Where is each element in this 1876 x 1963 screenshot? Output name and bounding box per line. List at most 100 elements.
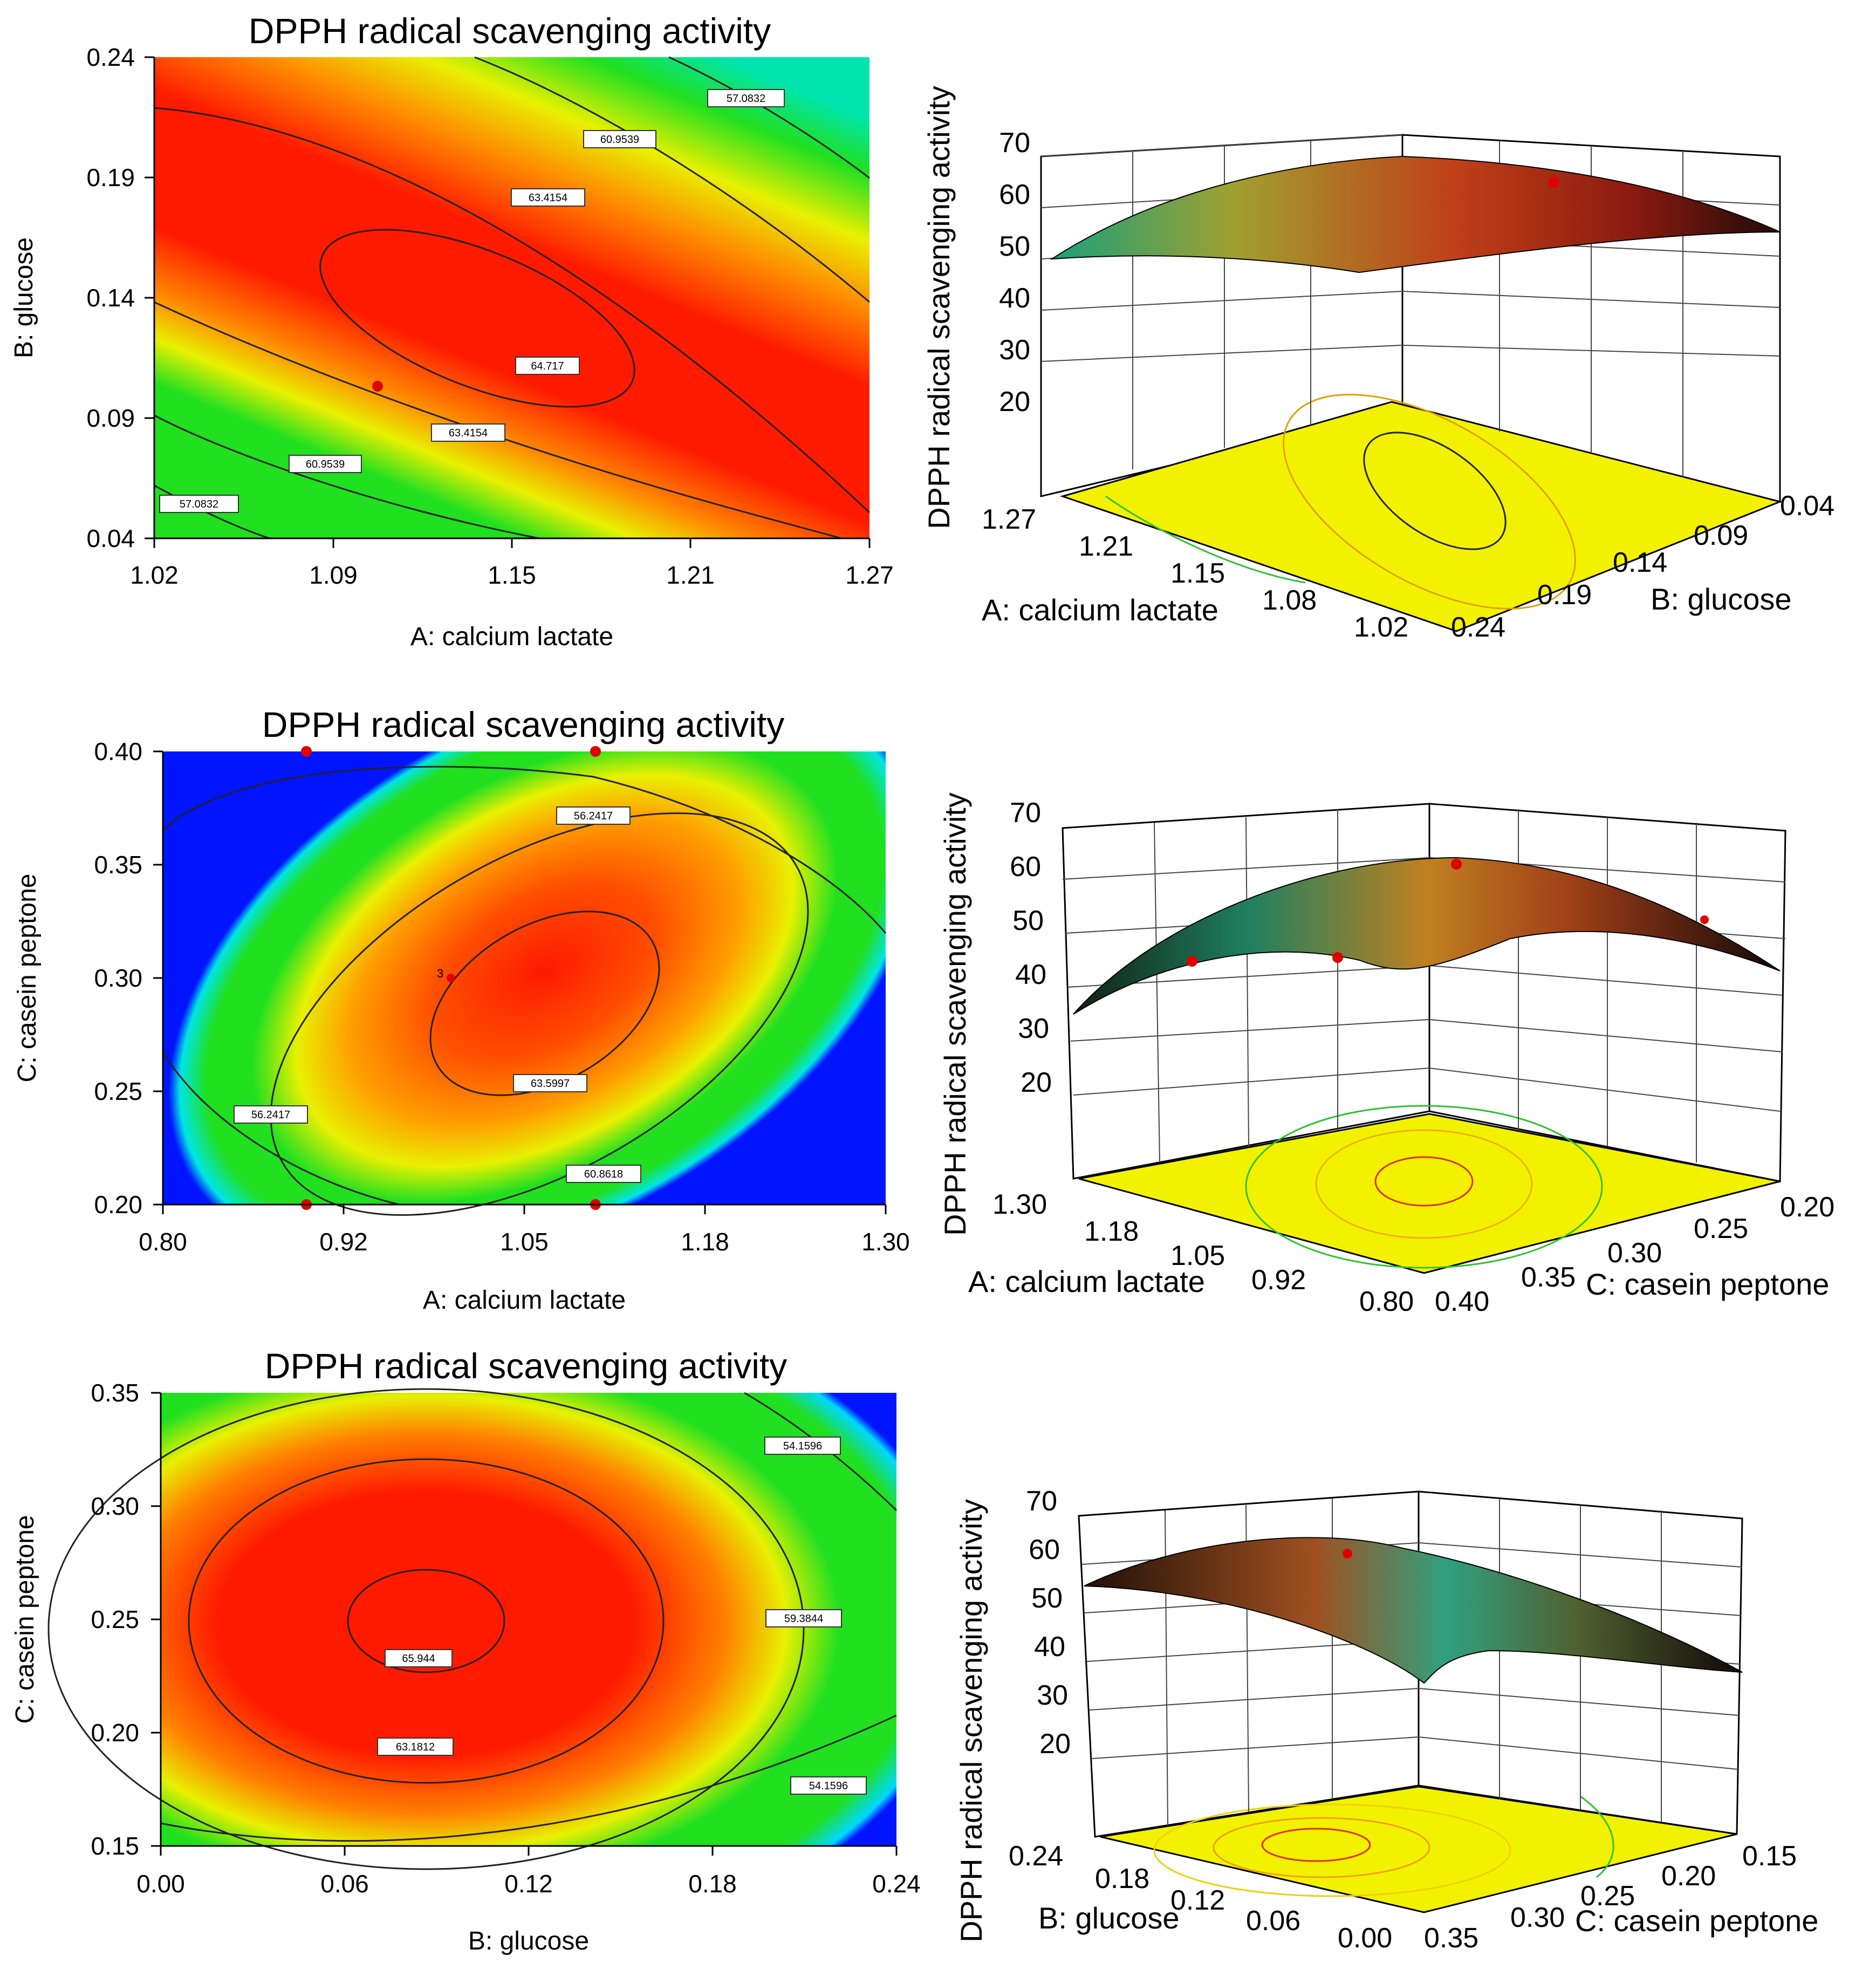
surface-1-x-ticks: 1.27 1.21 1.15 1.08 1.02 (982, 504, 1408, 643)
panel-1-contour-label-1: 57.0832 (707, 89, 785, 107)
surface-panel-1: 70 60 50 40 30 20 1.27 1.21 1.15 1.08 1.… (922, 86, 1834, 643)
svg-text:70: 70 (1010, 797, 1041, 829)
svg-text:0.00: 0.00 (1338, 1923, 1392, 1954)
svg-text:1.08: 1.08 (1262, 585, 1317, 616)
panel-5-contour-label-3: 63.1812 (377, 1738, 454, 1756)
svg-text:60: 60 (1010, 851, 1041, 883)
surface-2-mesh (1073, 857, 1781, 1015)
svg-text:1.15: 1.15 (1170, 558, 1225, 589)
panel-5-contour-63 (188, 1458, 665, 1784)
surface-3-x-ticks: 0.24 0.18 0.12 0.06 0.00 (1009, 1841, 1392, 1954)
panel-5-title: DPPH radical scavenging activity (265, 1346, 787, 1386)
panel-5-contour-label-1: 54.1596 (764, 1437, 841, 1455)
surface-2-floor (1078, 1113, 1781, 1274)
svg-text:1.18: 1.18 (681, 1228, 729, 1256)
panel-5-contour-65 (347, 1569, 505, 1673)
surface-1-y-label: B: glucose (1651, 582, 1792, 616)
svg-text:60.9539: 60.9539 (306, 459, 345, 470)
svg-text:0.24: 0.24 (1009, 1841, 1063, 1872)
panel-1-contour-label-5: 63.4154 (431, 423, 505, 442)
surface-1-design-point (1548, 177, 1559, 188)
svg-text:56.2417: 56.2417 (251, 1109, 290, 1121)
svg-text:0.15: 0.15 (91, 1832, 139, 1860)
panel-5-y-ticks: 0.15 0.20 0.25 0.30 0.35 (91, 1379, 161, 1860)
svg-text:20: 20 (999, 386, 1030, 418)
surface-2-y-ticks: 0.40 0.35 0.30 0.25 0.20 (1435, 1192, 1834, 1317)
surface-panel-3: 70 60 50 40 30 20 0.24 0.18 0.12 0.06 0.… (954, 1486, 1818, 1954)
svg-text:0.35: 0.35 (1424, 1923, 1478, 1954)
svg-text:1.18: 1.18 (1084, 1216, 1139, 1247)
panel-1-x-ticks: 1.02 1.09 1.15 1.21 1.27 (130, 538, 894, 589)
panel-1-contour-60-lower (154, 414, 540, 539)
panel-5-contour-54-lower (160, 1714, 897, 1842)
surface-1-floor (1060, 401, 1783, 632)
svg-text:0.06: 0.06 (1246, 1905, 1300, 1937)
surface-3-x-label: B: glucose (1038, 1901, 1180, 1935)
surface-1-x-label: A: calcium lactate (982, 593, 1218, 627)
svg-text:0.30: 0.30 (91, 1492, 139, 1520)
svg-text:1.09: 1.09 (309, 561, 358, 589)
svg-text:60: 60 (1029, 1534, 1060, 1565)
svg-text:40: 40 (1015, 959, 1046, 990)
panel-1-contour-57-upper (668, 56, 870, 179)
panel-3-y-ticks: 0.20 0.25 0.30 0.35 0.40 (94, 737, 163, 1219)
surface-3-z-ticks: 70 60 50 40 30 20 (1026, 1486, 1071, 1760)
svg-text:0.12: 0.12 (504, 1870, 553, 1898)
svg-text:0.25: 0.25 (1694, 1213, 1748, 1244)
surface-2-floor-contour-outer (1245, 1105, 1603, 1269)
svg-text:59.3844: 59.3844 (784, 1613, 823, 1625)
panel-5-contour-label-4: 65.944 (385, 1649, 453, 1667)
svg-text:0.06: 0.06 (320, 1870, 369, 1898)
panel-5-contour-label-5: 54.1596 (790, 1776, 867, 1795)
svg-text:65.944: 65.944 (402, 1653, 435, 1665)
panel-3-contour-label-2: 60.8618 (566, 1165, 641, 1183)
svg-text:0.09: 0.09 (86, 404, 135, 432)
surface-2-floor-contour-inner (1374, 1156, 1474, 1207)
svg-text:63.4154: 63.4154 (529, 192, 567, 204)
svg-text:63.1812: 63.1812 (396, 1741, 435, 1753)
surface-2-floor-contour-mid (1315, 1129, 1533, 1239)
svg-text:1.27: 1.27 (845, 561, 894, 589)
svg-text:1.05: 1.05 (1170, 1240, 1225, 1271)
surface-3-floor-contour-mid (1213, 1817, 1430, 1878)
panel-1-contour-label-7: 57.0832 (159, 495, 239, 513)
surface-1-floor-contour-inner (1363, 432, 1507, 550)
surface-1-z-label: DPPH radical scavenging activity (922, 86, 956, 529)
svg-text:0.14: 0.14 (1613, 547, 1667, 578)
panel-1-contour-label-3: 63.4154 (511, 188, 585, 207)
svg-text:0.00: 0.00 (136, 1870, 185, 1898)
svg-text:0.12: 0.12 (1170, 1885, 1225, 1916)
svg-text:0.19: 0.19 (86, 163, 135, 191)
svg-text:0.24: 0.24 (1451, 612, 1505, 643)
svg-text:1.02: 1.02 (1354, 612, 1408, 643)
svg-text:0.18: 0.18 (688, 1870, 737, 1898)
panel-3-contour-56-upper (162, 765, 887, 934)
panel-1-contour-label-4: 64.717 (515, 357, 580, 375)
surface-3-mesh (1084, 1537, 1743, 1684)
svg-text:63.5997: 63.5997 (531, 1078, 570, 1090)
contour-panel-3: DPPH radical scavenging activity 54.1596… (11, 1346, 921, 1955)
panel-3-contour-label-3: 63.5997 (513, 1074, 587, 1092)
svg-text:50: 50 (999, 231, 1030, 262)
panel-1-title: DPPH radical scavenging activity (249, 11, 771, 51)
svg-text:0.25: 0.25 (1580, 1880, 1635, 1912)
panel-1-plot-area (154, 57, 869, 538)
surface-3-design-point (1343, 1549, 1352, 1558)
svg-text:1.21: 1.21 (1079, 531, 1133, 562)
svg-text:70: 70 (999, 127, 1030, 159)
svg-text:0.40: 0.40 (94, 737, 142, 765)
svg-text:0.30: 0.30 (1607, 1237, 1662, 1269)
svg-text:0.19: 0.19 (1537, 579, 1592, 611)
surface-1-z-ticks: 70 60 50 40 30 20 (999, 127, 1030, 418)
svg-text:0.40: 0.40 (1435, 1286, 1489, 1317)
svg-text:1.02: 1.02 (130, 561, 179, 589)
svg-text:0.09: 0.09 (1694, 520, 1748, 551)
svg-text:50: 50 (1012, 905, 1044, 936)
surface-1-wall-grid (1040, 134, 1781, 477)
surface-panel-2: 70 60 50 40 30 20 1.30 1.18 1.05 0.92 0.… (938, 792, 1834, 1317)
surface-1-floor-contour-outer (1283, 394, 1576, 610)
svg-text:0.92: 0.92 (1251, 1264, 1306, 1296)
panel-5-x-ticks: 0.00 0.06 0.12 0.18 0.24 (136, 1846, 921, 1898)
svg-text:1.15: 1.15 (488, 561, 536, 589)
surface-2-z-label: DPPH radical scavenging activity (938, 792, 972, 1236)
